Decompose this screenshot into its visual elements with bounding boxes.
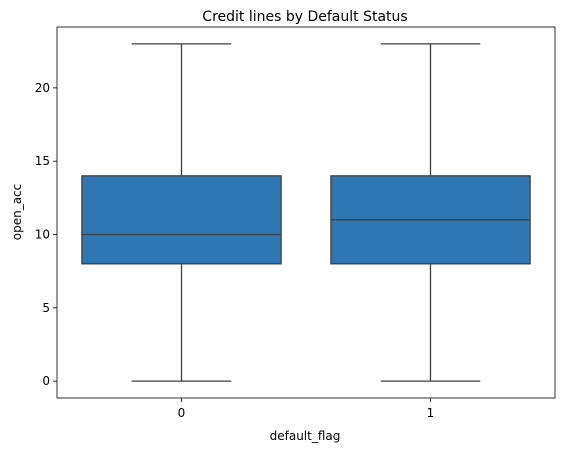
y-axis: 0 5 10 15 20 [35,81,57,388]
y-tick-label: 0 [42,374,50,388]
y-axis-label: open_acc [10,184,24,241]
y-tick-label: 15 [35,154,50,168]
x-tick-label: 0 [178,406,186,420]
y-tick-label: 5 [42,301,50,315]
box-group [330,43,531,382]
plot-frame [56,26,556,399]
y-tick-label: 20 [35,81,50,95]
box-iqr [81,175,282,265]
x-axis-label: default_flag [270,429,341,443]
x-tick-label: 1 [427,406,435,420]
box-group [81,43,282,382]
chart-title: Credit lines by Default Status [202,9,407,25]
y-tick-label: 10 [35,227,50,241]
boxes-layer [81,43,531,382]
